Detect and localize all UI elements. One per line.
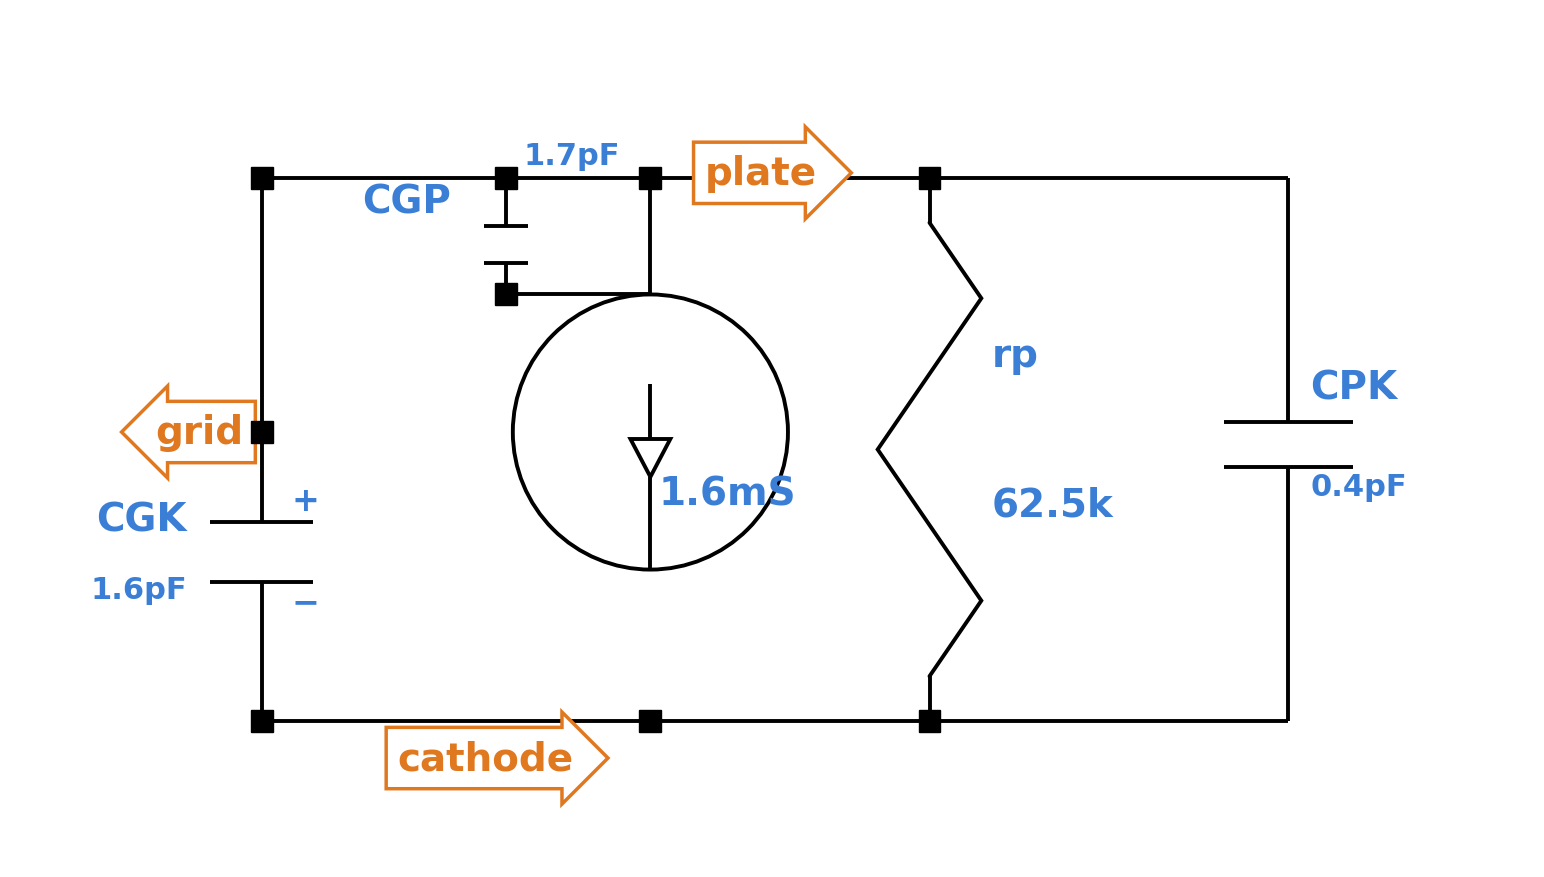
Text: 1.6mS: 1.6mS bbox=[658, 475, 797, 513]
Text: 62.5k: 62.5k bbox=[991, 486, 1113, 524]
Text: CGP: CGP bbox=[363, 183, 451, 222]
Bar bbox=[919, 710, 940, 732]
Bar bbox=[250, 422, 273, 444]
Bar bbox=[250, 710, 273, 732]
Text: CGK: CGK bbox=[96, 501, 187, 539]
Bar bbox=[496, 284, 517, 306]
Text: plate: plate bbox=[706, 154, 817, 193]
Text: cathode: cathode bbox=[398, 739, 574, 777]
Text: CPK: CPK bbox=[1311, 368, 1397, 407]
Text: +: + bbox=[292, 484, 320, 517]
Text: 1.7pF: 1.7pF bbox=[523, 142, 621, 171]
Bar bbox=[639, 168, 661, 189]
Text: −: − bbox=[292, 586, 320, 619]
Bar bbox=[496, 168, 517, 189]
Text: rp: rp bbox=[991, 337, 1038, 374]
Bar bbox=[639, 710, 661, 732]
Polygon shape bbox=[630, 439, 670, 477]
Text: 0.4pF: 0.4pF bbox=[1311, 473, 1407, 502]
Text: 1.6pF: 1.6pF bbox=[90, 575, 187, 604]
Bar bbox=[250, 168, 273, 189]
Bar bbox=[919, 168, 940, 189]
Text: grid: grid bbox=[156, 414, 244, 452]
